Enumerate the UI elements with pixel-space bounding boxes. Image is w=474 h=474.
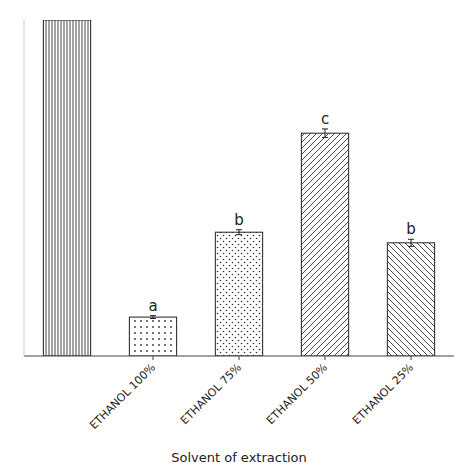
chart: a b c b ETHANOL 100% ETHANOL 75% ETHANOL 50% ET… <box>0 0 474 474</box>
y-axis-line <box>24 20 25 356</box>
significance-label: c <box>321 110 329 128</box>
error-bar <box>408 239 414 246</box>
x-tick-label: ETHANOL 25% <box>350 361 416 427</box>
bar <box>215 232 262 356</box>
x-tick <box>325 356 326 360</box>
x-tick <box>239 356 240 360</box>
error-bar <box>322 129 328 137</box>
plot-area <box>43 20 434 356</box>
bar <box>129 317 176 356</box>
x-tick <box>411 356 412 360</box>
bar <box>301 133 348 356</box>
x-tick-label: ETHANOL 100% <box>87 361 158 432</box>
chart-container: a b c b ETHANOL 100% ETHANOL 75% ETHANOL 50% ET… <box>0 0 474 474</box>
bar <box>387 243 434 356</box>
significance-label: a <box>148 297 157 315</box>
x-tick-label: ETHANOL 50% <box>264 361 330 427</box>
error-bar <box>236 230 242 235</box>
error-bar <box>150 316 156 319</box>
significance-label: b <box>234 211 244 229</box>
x-tick <box>153 356 154 360</box>
significance-label: b <box>406 220 416 238</box>
x-axis-label: Solvent of extraction <box>171 450 307 465</box>
bar <box>43 20 90 356</box>
x-tick-label: ETHANOL 75% <box>178 361 244 427</box>
